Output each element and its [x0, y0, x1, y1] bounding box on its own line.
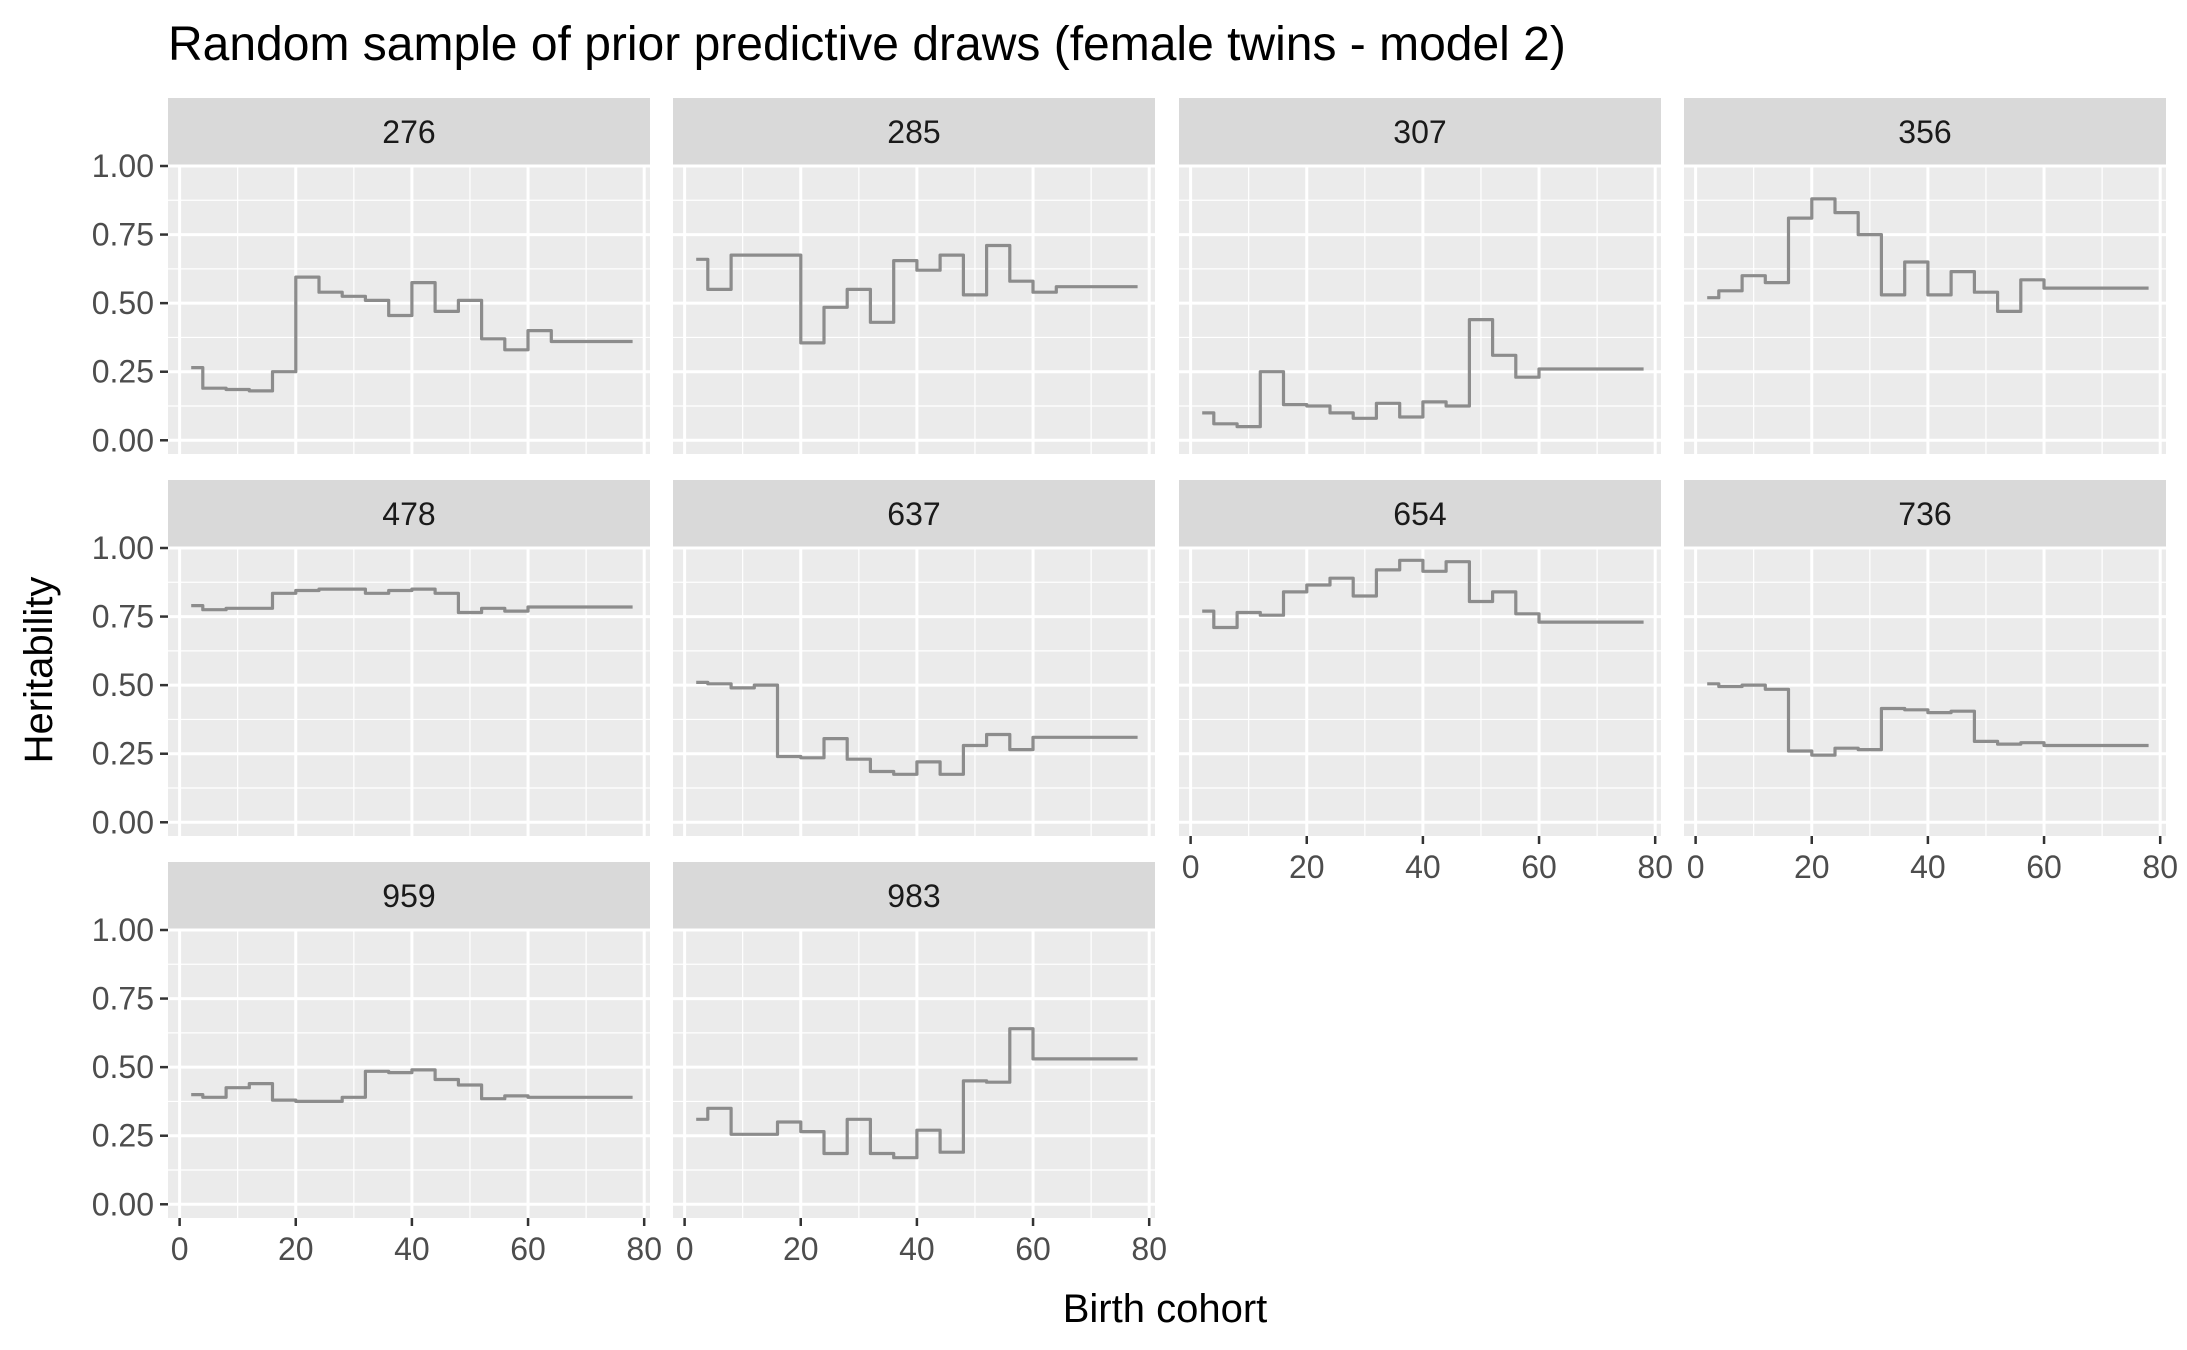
y-tick-label: 0.25: [92, 736, 154, 772]
x-tick-label: 40: [1910, 849, 1946, 885]
strip-label: 276: [382, 114, 435, 150]
y-tick-label: 0.00: [92, 804, 154, 840]
x-tick-label: 60: [2026, 849, 2062, 885]
y-axis-label: Heritability: [17, 577, 61, 764]
series-line-478: [191, 587, 633, 615]
strip-background: [673, 98, 1155, 166]
x-axis-label: Birth cohort: [1063, 1287, 1268, 1331]
strip-background: [168, 98, 650, 166]
x-tick-label: 0: [676, 1231, 694, 1267]
y-tick-label: 0.00: [92, 1186, 154, 1222]
x-tick-label: 80: [1131, 1231, 1167, 1267]
y-tick-label: 0.50: [92, 667, 154, 703]
facet-panel-478: 478 0.00 0.25 0.50 0.75 1.00: [92, 480, 650, 840]
y-tick-label: 0.50: [92, 285, 154, 321]
panel-background: [673, 548, 1155, 836]
series-line-736: [1707, 682, 2149, 757]
facet-panel-276: 276 0.00 0.25 0.50 0.75 1.00: [92, 98, 650, 458]
x-tick-label: 60: [1521, 849, 1557, 885]
facet-panels: 276 0.00 0.25 0.50 0.75 1.00 285 307 356 478 0.00 0…: [92, 98, 2178, 1267]
facet-panel-307: 307: [1179, 98, 1661, 454]
x-tick-label: 40: [1405, 849, 1441, 885]
y-tick-label: 1.00: [92, 148, 154, 184]
facet-panel-356: 356: [1684, 98, 2166, 454]
facet-panel-654: 654 0 20 40 60 80: [1179, 480, 1673, 885]
y-tick-label: 0.25: [92, 1118, 154, 1154]
x-tick-label: 20: [278, 1231, 314, 1267]
y-tick-label: 0.50: [92, 1049, 154, 1085]
facet-panel-959: 959 0.00 0.25 0.50 0.75 1.00 0 20 40 60 80: [92, 862, 662, 1267]
strip-background: [673, 862, 1155, 930]
x-tick-label: 40: [899, 1231, 935, 1267]
x-tick-label: 80: [626, 1231, 662, 1267]
series-line-983: [696, 1027, 1138, 1160]
chart-title: Random sample of prior predictive draws …: [168, 18, 1566, 71]
facet-panel-736: 736 0 20 40 60 80: [1684, 480, 2178, 885]
series-line-276: [191, 275, 633, 393]
x-tick-label: 0: [1687, 849, 1705, 885]
series-line-959: [191, 1068, 633, 1103]
series-line-654: [1202, 558, 1644, 630]
strip-label: 307: [1393, 114, 1446, 150]
facet-panel-637: 637: [673, 480, 1155, 836]
facet-panel-285: 285: [673, 98, 1155, 454]
y-tick-label: 1.00: [92, 530, 154, 566]
strip-background: [168, 480, 650, 548]
facet-panel-983: 983 0 20 40 60 80: [673, 862, 1167, 1267]
strip-background: [673, 480, 1155, 548]
x-tick-label: 0: [1182, 849, 1200, 885]
y-tick-label: 0.75: [92, 599, 154, 635]
panel-background: [1179, 548, 1661, 836]
series-line-637: [696, 680, 1138, 776]
strip-label: 959: [382, 878, 435, 914]
x-tick-label: 40: [394, 1231, 430, 1267]
series-line-285: [696, 243, 1138, 345]
y-tick-label: 1.00: [92, 912, 154, 948]
y-tick-label: 0.00: [92, 422, 154, 458]
y-tick-label: 0.25: [92, 354, 154, 390]
series-line-356: [1707, 197, 2149, 313]
strip-label: 285: [887, 114, 940, 150]
panel-background: [1179, 166, 1661, 454]
strip-background: [1179, 480, 1661, 548]
strip-label: 356: [1898, 114, 1951, 150]
strip-label: 983: [887, 878, 940, 914]
strip-background: [1179, 98, 1661, 166]
x-tick-label: 20: [783, 1231, 819, 1267]
strip-label: 736: [1898, 496, 1951, 532]
panel-background: [673, 166, 1155, 454]
x-tick-label: 80: [1637, 849, 1673, 885]
strip-background: [1684, 98, 2166, 166]
strip-background: [1684, 480, 2166, 548]
series-line-307: [1202, 318, 1644, 429]
strip-label: 637: [887, 496, 940, 532]
strip-background: [168, 862, 650, 930]
x-tick-label: 0: [171, 1231, 189, 1267]
x-tick-label: 60: [1015, 1231, 1051, 1267]
strip-label: 478: [382, 496, 435, 532]
x-tick-label: 20: [1289, 849, 1325, 885]
y-tick-label: 0.75: [92, 981, 154, 1017]
x-tick-label: 20: [1794, 849, 1830, 885]
x-tick-label: 60: [510, 1231, 546, 1267]
panel-background: [673, 930, 1155, 1218]
panel-background: [1684, 166, 2166, 454]
x-tick-label: 80: [2142, 849, 2178, 885]
panel-background: [168, 166, 650, 454]
y-tick-label: 0.75: [92, 217, 154, 253]
strip-label: 654: [1393, 496, 1446, 532]
panel-background: [1684, 548, 2166, 836]
